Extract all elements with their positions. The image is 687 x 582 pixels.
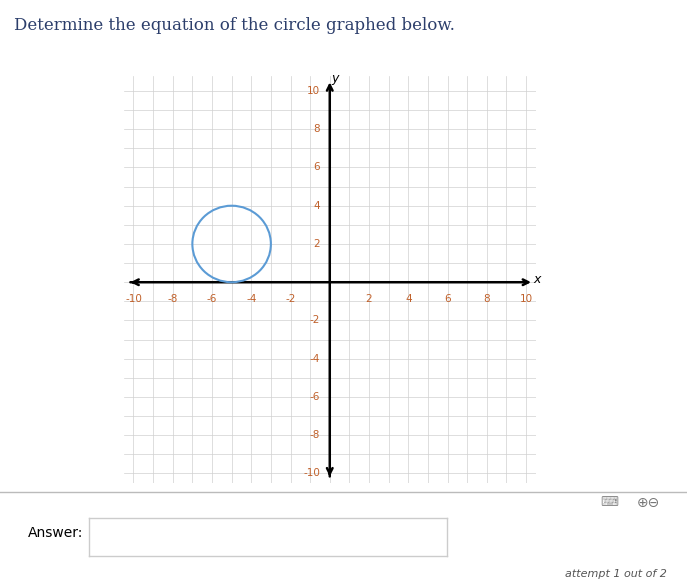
Text: attempt 1 out of 2: attempt 1 out of 2 — [565, 569, 666, 579]
Text: -6: -6 — [207, 294, 217, 304]
Text: -4: -4 — [310, 354, 320, 364]
Text: 8: 8 — [313, 124, 320, 134]
Text: -8: -8 — [310, 430, 320, 440]
Text: ⌨: ⌨ — [600, 496, 618, 509]
Text: 10: 10 — [519, 294, 532, 304]
Text: -2: -2 — [285, 294, 295, 304]
Text: 2: 2 — [313, 239, 320, 249]
Text: ⊕⊖: ⊕⊖ — [636, 496, 660, 510]
Text: -8: -8 — [168, 294, 178, 304]
Text: 10: 10 — [307, 86, 320, 96]
Text: 4: 4 — [313, 201, 320, 211]
Text: 8: 8 — [484, 294, 490, 304]
Text: 6: 6 — [444, 294, 451, 304]
Text: -10: -10 — [303, 469, 320, 478]
Text: x: x — [533, 273, 541, 286]
Text: -4: -4 — [246, 294, 256, 304]
Text: -10: -10 — [125, 294, 142, 304]
Text: 6: 6 — [313, 162, 320, 172]
Text: 4: 4 — [405, 294, 412, 304]
Text: y: y — [331, 72, 339, 85]
Text: Answer:: Answer: — [27, 526, 83, 540]
Text: -2: -2 — [310, 315, 320, 325]
Text: Determine the equation of the circle graphed below.: Determine the equation of the circle gra… — [14, 17, 455, 34]
Text: -6: -6 — [310, 392, 320, 402]
Text: 2: 2 — [365, 294, 372, 304]
Text: Submit Answer: Submit Answer — [476, 531, 582, 544]
